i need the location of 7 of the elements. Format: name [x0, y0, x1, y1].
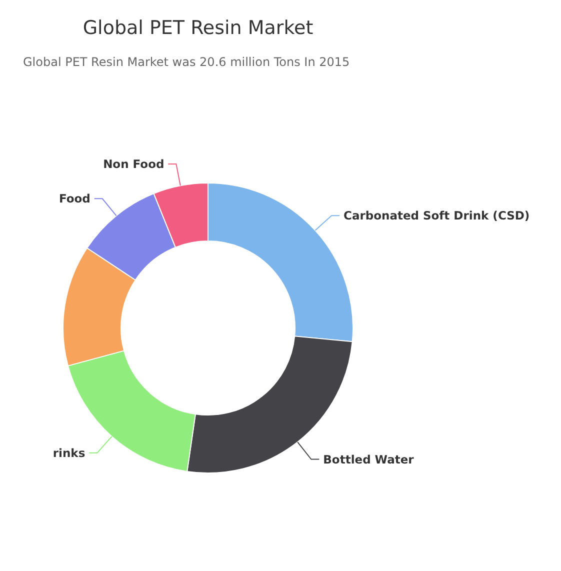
- slice-label: Bottled Water: [323, 452, 414, 466]
- chart-title: Global PET Resin Market: [82, 17, 314, 39]
- slice-label: rinks: [52, 446, 86, 460]
- slice-label: Non Food: [103, 157, 164, 172]
- chart-subtitle: Global PET Resin Market was 20.6 million Tons In 2015: [23, 55, 350, 69]
- slice-label: Carbonated Soft Drink (CSD): [344, 208, 530, 223]
- slice-label: Food: [58, 192, 90, 206]
